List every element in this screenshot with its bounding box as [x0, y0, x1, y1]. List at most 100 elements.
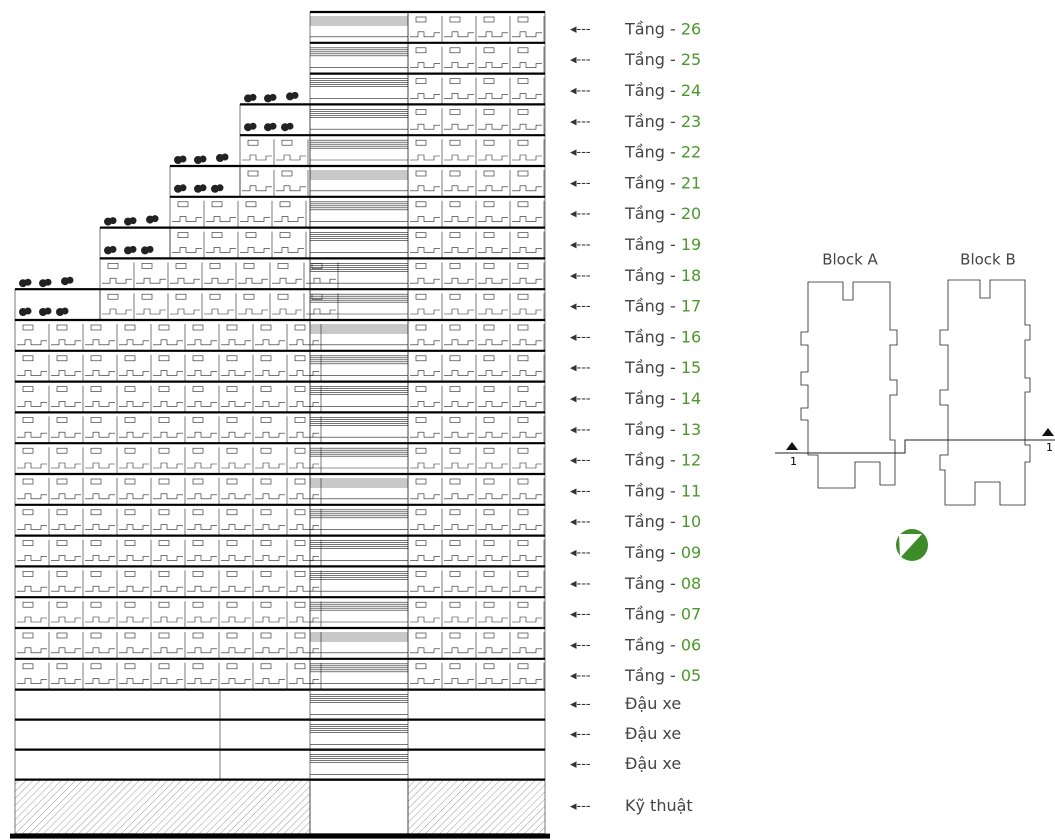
room-outline: [14, 381, 311, 413]
floor-label: Tầng - 18: [624, 265, 701, 284]
furniture: [483, 324, 495, 331]
furniture: [211, 201, 223, 208]
furniture: [85, 524, 115, 530]
furniture: [85, 339, 115, 346]
floor-arrow: ◂---: [570, 84, 591, 99]
floor-label: Tầng - 25: [624, 50, 701, 69]
furniture: [187, 431, 217, 438]
furniture: [260, 447, 272, 454]
furniture: [260, 386, 272, 392]
furniture: [255, 431, 285, 438]
furniture: [192, 447, 204, 454]
furniture: [226, 386, 238, 392]
furniture: [51, 555, 81, 561]
furniture: [483, 170, 495, 177]
furniture: [153, 493, 183, 500]
furniture: [17, 555, 47, 561]
furniture: [90, 663, 102, 670]
core: [309, 134, 409, 167]
core: [309, 350, 409, 382]
furniture: [449, 232, 461, 238]
furniture: [85, 370, 115, 376]
furniture: [17, 647, 47, 654]
furniture: [478, 31, 508, 38]
core: [309, 719, 409, 751]
furniture: [260, 632, 272, 639]
section-marker: [786, 442, 798, 450]
furniture: [226, 509, 238, 516]
floor-arrow: ◂---: [570, 576, 591, 591]
core: [309, 749, 409, 781]
floor-label: Tầng - 09: [624, 543, 701, 562]
furniture: [517, 139, 529, 146]
room-outline: [407, 627, 546, 660]
block-b-label: Block B: [960, 251, 1016, 269]
floor-arrow: ◂---: [570, 268, 591, 283]
furniture: [444, 277, 474, 284]
furniture: [226, 663, 238, 670]
furniture: [107, 293, 119, 300]
furniture: [136, 277, 166, 284]
furniture: [242, 154, 272, 161]
furniture: [124, 417, 136, 423]
furniture: [483, 293, 495, 300]
furniture: [281, 170, 293, 177]
tree: [24, 278, 32, 286]
furniture: [119, 585, 149, 592]
floor-number: 15: [681, 358, 701, 377]
floor-number: 09: [681, 543, 701, 562]
furniture: [449, 632, 461, 639]
furniture: [512, 247, 542, 253]
core: [309, 258, 409, 290]
furniture: [483, 632, 495, 639]
furniture: [56, 478, 68, 485]
furniture: [478, 647, 508, 654]
furniture: [483, 109, 495, 115]
furniture: [17, 524, 47, 530]
furniture: [124, 447, 136, 454]
furniture: [289, 678, 319, 684]
furniture: [512, 277, 542, 284]
furniture: [410, 462, 440, 469]
furniture: [478, 678, 508, 684]
floor-label: Tầng - 06: [624, 635, 701, 654]
room-outline: [14, 535, 311, 567]
furniture: [444, 93, 474, 99]
furniture: [90, 571, 102, 577]
floor-label: Tầng - 13: [624, 419, 701, 438]
furniture: [158, 447, 170, 454]
furniture: [512, 678, 542, 684]
furniture: [517, 478, 529, 485]
furniture: [444, 401, 474, 407]
tree: [269, 122, 277, 130]
tree: [216, 184, 224, 192]
furniture: [260, 509, 272, 516]
floor-number: 22: [681, 142, 701, 161]
floor-number: 25: [681, 50, 701, 69]
furniture: [85, 462, 115, 469]
floor-arrow: ◂---: [570, 176, 591, 191]
furniture: [177, 201, 189, 208]
room-outline: [169, 227, 311, 259]
furniture: [119, 339, 149, 346]
furniture: [289, 462, 319, 469]
furniture: [255, 401, 285, 407]
furniture: [512, 339, 542, 346]
floor-label: Tầng - 10: [624, 512, 701, 531]
furniture: [51, 524, 81, 530]
furniture: [255, 339, 285, 346]
site-plan: Block A Block B 1 1: [775, 251, 1055, 561]
room-outline: [407, 412, 546, 444]
furniture: [158, 478, 170, 485]
furniture: [158, 632, 170, 639]
furniture: [483, 417, 495, 423]
floor-prefix: Tầng -: [624, 543, 681, 562]
furniture: [119, 493, 149, 500]
furniture: [51, 462, 81, 469]
floor-number: 21: [681, 173, 701, 192]
furniture: [444, 555, 474, 561]
furniture: [294, 509, 306, 516]
furniture: [255, 370, 285, 376]
furniture: [478, 462, 508, 469]
furniture: [226, 632, 238, 639]
